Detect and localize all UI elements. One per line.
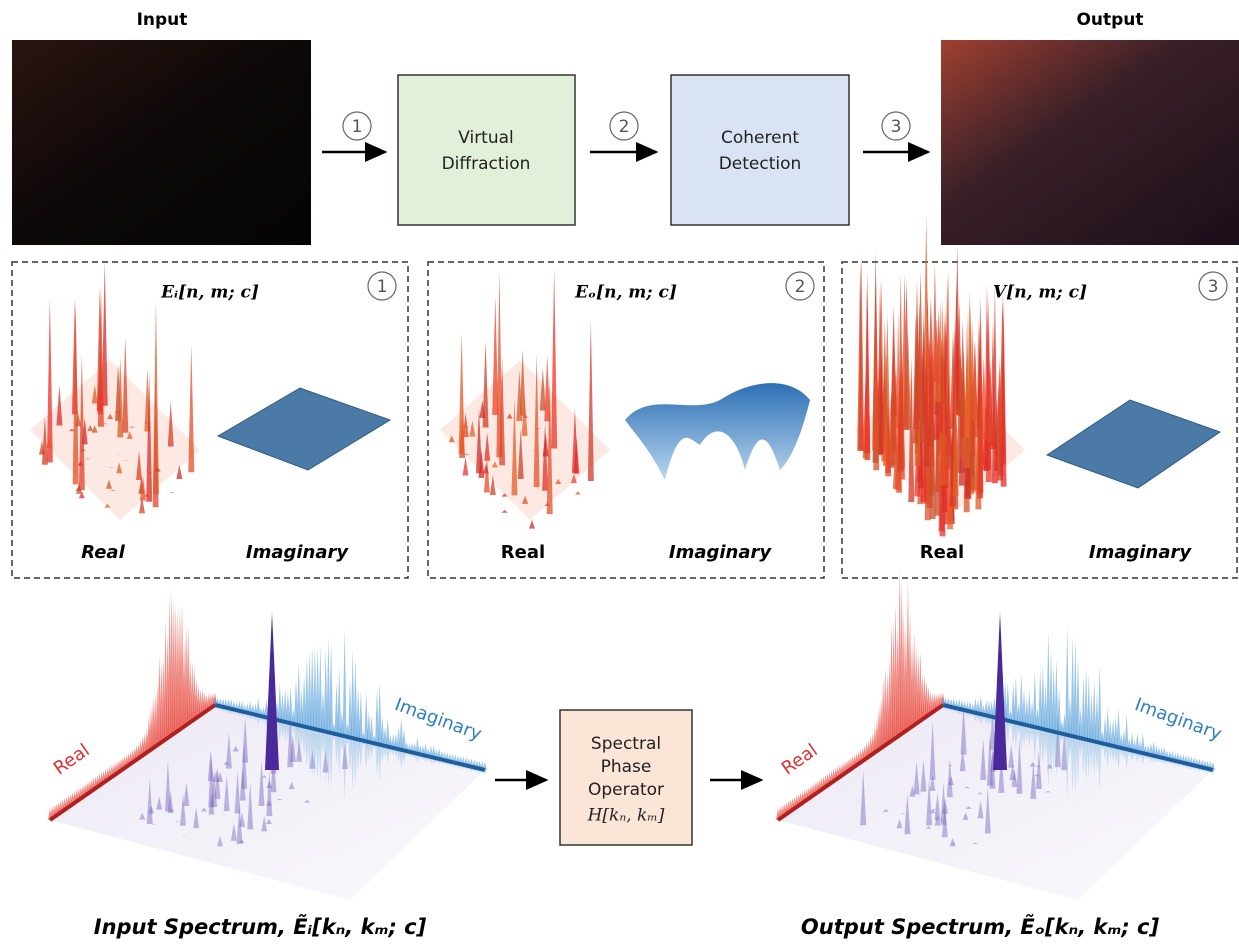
- plot-shape: [1033, 671, 1037, 727]
- wave-imaginary: [625, 383, 810, 480]
- spectrum-imaginary-label: Imaginary: [1132, 694, 1225, 745]
- plot-shape: [256, 698, 260, 716]
- block-label: Coherent: [721, 128, 799, 148]
- output-label: Output: [1076, 10, 1143, 30]
- input-image: [12, 40, 311, 245]
- panel-formula: Eᵢ[n, m; c]: [160, 283, 259, 303]
- plot-shape: [459, 333, 465, 454]
- diagram: Input Output 1 2 3 Virtual Diffraction C…: [0, 0, 1239, 943]
- operator-label: Spectral: [591, 734, 661, 754]
- operator-label: H[kₙ, kₘ]: [587, 806, 665, 826]
- plot-shape: [502, 510, 508, 513]
- plot-shape: [463, 457, 469, 475]
- panel-frames: [12, 262, 1237, 578]
- panel-formula: Eₒ[n, m; c]: [574, 283, 677, 303]
- step-number: 3: [891, 117, 902, 137]
- real-label: Real: [501, 542, 545, 563]
- imaginary-label: Imaginary: [669, 542, 772, 563]
- plot-shape: [1006, 683, 1010, 721]
- panel-number: 2: [795, 277, 806, 297]
- plot-shape: [289, 687, 293, 724]
- step-number: 1: [352, 117, 363, 137]
- plot-shape: [30, 360, 200, 520]
- arrows: [322, 152, 928, 780]
- plot-shape: [1098, 665, 1102, 743]
- spectrum-real-label: Real: [778, 740, 822, 779]
- block-label: Detection: [719, 154, 802, 174]
- input-label: Input: [137, 10, 188, 30]
- plot-shape: [588, 320, 594, 481]
- real-label: Real: [920, 542, 964, 563]
- spectrum-imaginary-label: Imaginary: [392, 694, 485, 745]
- plot-shape: [1076, 658, 1080, 738]
- imaginary-label: Imaginary: [246, 542, 349, 563]
- output-image: [941, 40, 1239, 245]
- plot-shape: [386, 718, 390, 746]
- caption: Input Spectrum, Ẽᵢ[kₙ, kₘ; c]: [94, 914, 427, 939]
- plot-shape: [551, 267, 557, 448]
- plot-shape: [337, 668, 341, 735]
- plot-shape: [492, 296, 498, 415]
- panel-number: 3: [1208, 277, 1219, 297]
- plot-shape: [1117, 708, 1121, 747]
- real-label: Real: [81, 542, 125, 563]
- plot-shape: [188, 345, 194, 472]
- block-label: Diffraction: [442, 154, 531, 174]
- plot-shape: [1125, 714, 1129, 749]
- plot-shape: [1141, 734, 1145, 754]
- caption: Output Spectrum, Ẽₒ[kₙ, kₘ; c]: [801, 914, 1160, 939]
- operator-label: Phase: [601, 757, 652, 777]
- panel-formula: V[n, m; c]: [993, 283, 1087, 303]
- plot-shape: [529, 520, 535, 529]
- plot-shape: [265, 612, 279, 770]
- plot-shape: [575, 491, 581, 494]
- plot-shape: [343, 629, 347, 736]
- operator-label: Operator: [588, 780, 664, 800]
- panel-number: 1: [377, 277, 388, 297]
- block-label: Virtual: [458, 128, 514, 148]
- plot-shape: [329, 642, 333, 733]
- step-number: 2: [619, 117, 630, 137]
- plot-shape: [864, 270, 870, 453]
- imaginary-label: Imaginary: [1089, 542, 1192, 563]
- plot-shape: [359, 691, 363, 740]
- block: [671, 75, 849, 225]
- block: [398, 75, 575, 225]
- plot-shape: [47, 297, 53, 463]
- plot-shape: [1065, 627, 1069, 735]
- spectrum-real-label: Real: [50, 740, 94, 779]
- plot-shape: [169, 492, 175, 493]
- plot-shape: [370, 715, 374, 742]
- plot-shape: [153, 300, 159, 494]
